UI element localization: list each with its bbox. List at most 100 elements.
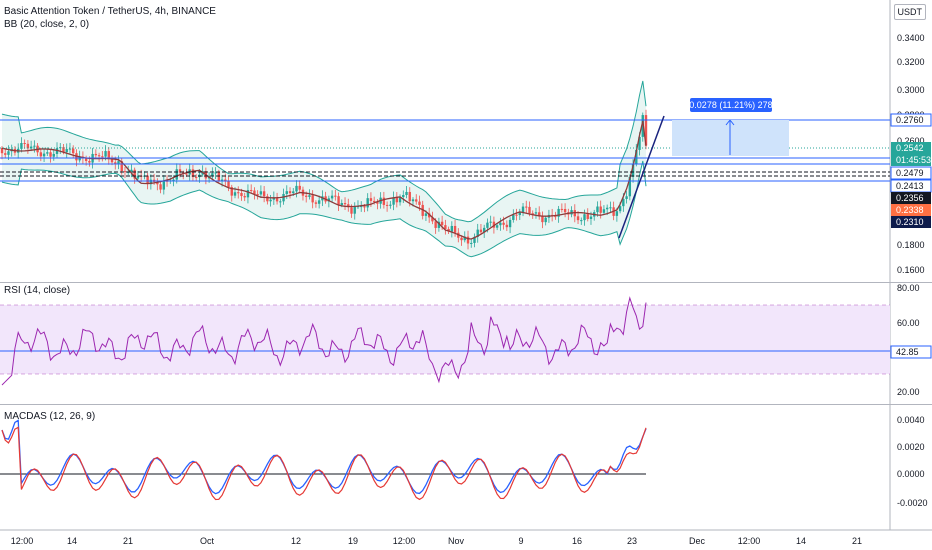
candle-body	[602, 209, 606, 213]
candle-body	[246, 190, 250, 198]
rsi-axis-tick: 80.00	[897, 283, 920, 293]
time-axis-label: Nov	[448, 536, 465, 546]
candle-body	[133, 169, 136, 179]
candle-body	[327, 198, 331, 202]
candle-body	[162, 180, 166, 190]
candle-body	[285, 191, 288, 194]
candle-body	[295, 185, 298, 192]
candle-body	[402, 195, 405, 198]
candle-body	[20, 143, 23, 149]
candle-body	[605, 207, 609, 210]
price-tag-bg	[891, 154, 931, 166]
candle-body	[431, 217, 434, 222]
candle-body	[508, 219, 512, 228]
candle-body	[194, 177, 198, 179]
candle-body	[130, 169, 133, 172]
candle-body	[492, 221, 496, 228]
macd-axis-tick: -0.0020	[897, 498, 928, 508]
candle-body	[453, 225, 457, 233]
candle-body	[237, 192, 240, 194]
bb-indicator-label[interactable]: BB (20, close, 2, 0)	[4, 19, 90, 30]
candle-body	[272, 197, 276, 200]
candle-body	[266, 196, 269, 202]
candle-body	[71, 148, 75, 154]
candle-body	[175, 169, 178, 180]
candle-body	[583, 214, 586, 221]
candle-body	[97, 155, 101, 157]
candle-body	[360, 206, 363, 208]
candle-body	[415, 199, 418, 202]
price-axis-tick: 0.3200	[897, 57, 925, 67]
macd-line	[1, 419, 647, 495]
candle-body	[146, 175, 149, 185]
candle-body	[609, 207, 612, 209]
candle-body	[596, 206, 599, 213]
price-tag-bg	[891, 204, 931, 216]
currency-button[interactable]: USDT	[893, 4, 926, 20]
candle-body	[104, 151, 107, 157]
candle-body	[437, 221, 441, 228]
measure-label: 0.0278 (11.21%) 278	[689, 100, 772, 110]
candle-body	[427, 213, 431, 218]
candle-body	[75, 153, 78, 161]
candle-body	[369, 198, 373, 201]
candle-body	[149, 179, 153, 185]
macd-indicator-label[interactable]: MACDAS (12, 26, 9)	[4, 411, 96, 422]
candle-body	[279, 201, 282, 203]
time-axis-label: 12	[291, 536, 301, 546]
macd-pane[interactable]: MACDAS (12, 26, 9)	[0, 405, 932, 530]
price-tag: 01:45:53	[896, 155, 931, 165]
bollinger-basis-line	[1, 120, 647, 240]
candle-body	[618, 206, 622, 212]
candle-body	[476, 229, 479, 237]
time-axis-label: 16	[572, 536, 582, 546]
candle-body	[42, 153, 46, 157]
candle-body	[269, 199, 272, 202]
candle-body	[243, 196, 246, 198]
candle-body	[94, 153, 98, 156]
candle-body	[505, 224, 509, 228]
rsi-indicator-label[interactable]: RSI (14, close)	[4, 285, 71, 296]
candle-body	[615, 211, 619, 216]
time-axis-label: 9	[518, 536, 523, 546]
candle-body	[343, 203, 347, 205]
candle-body	[172, 179, 175, 181]
candle-body	[580, 220, 583, 222]
candle-body	[240, 192, 243, 197]
candles	[0, 109, 648, 250]
time-axis-label: 12:00	[738, 536, 761, 546]
candle-body	[518, 212, 521, 216]
candle-body	[4, 153, 7, 155]
candle-body	[101, 156, 104, 158]
bollinger-lower-band	[1, 160, 647, 258]
candle-body	[217, 172, 221, 181]
candle-body	[525, 206, 528, 208]
rsi-axis-tick: 20.00	[897, 387, 920, 397]
candle-body	[638, 136, 641, 150]
price-pane[interactable]: Basic Attention Token / TetherUS, 4h, BI…	[0, 0, 932, 282]
pane-separator[interactable]	[0, 282, 932, 283]
candle-body	[398, 197, 402, 203]
candle-body	[486, 222, 489, 228]
pane-separator[interactable]	[0, 404, 932, 405]
candle-body	[641, 115, 644, 137]
rsi-pane[interactable]: RSI (14, close)	[0, 283, 932, 404]
candle-body	[123, 171, 127, 173]
candle-body	[424, 213, 428, 216]
candle-body	[26, 143, 30, 149]
time-axis-label: 12:00	[393, 536, 416, 546]
candle-body	[502, 222, 505, 225]
macd-axis-tick: 0.0020	[897, 442, 925, 452]
candle-body	[538, 212, 541, 217]
candle-body	[7, 151, 10, 155]
candle-body	[275, 197, 279, 202]
candle-body	[411, 199, 415, 202]
candle-body	[292, 191, 295, 194]
candle-body	[473, 236, 476, 243]
time-axis-label: 12:00	[11, 536, 34, 546]
candle-body	[554, 216, 557, 218]
time-axis-label: 19	[348, 536, 358, 546]
candle-body	[466, 236, 470, 244]
candle-body	[185, 173, 188, 175]
